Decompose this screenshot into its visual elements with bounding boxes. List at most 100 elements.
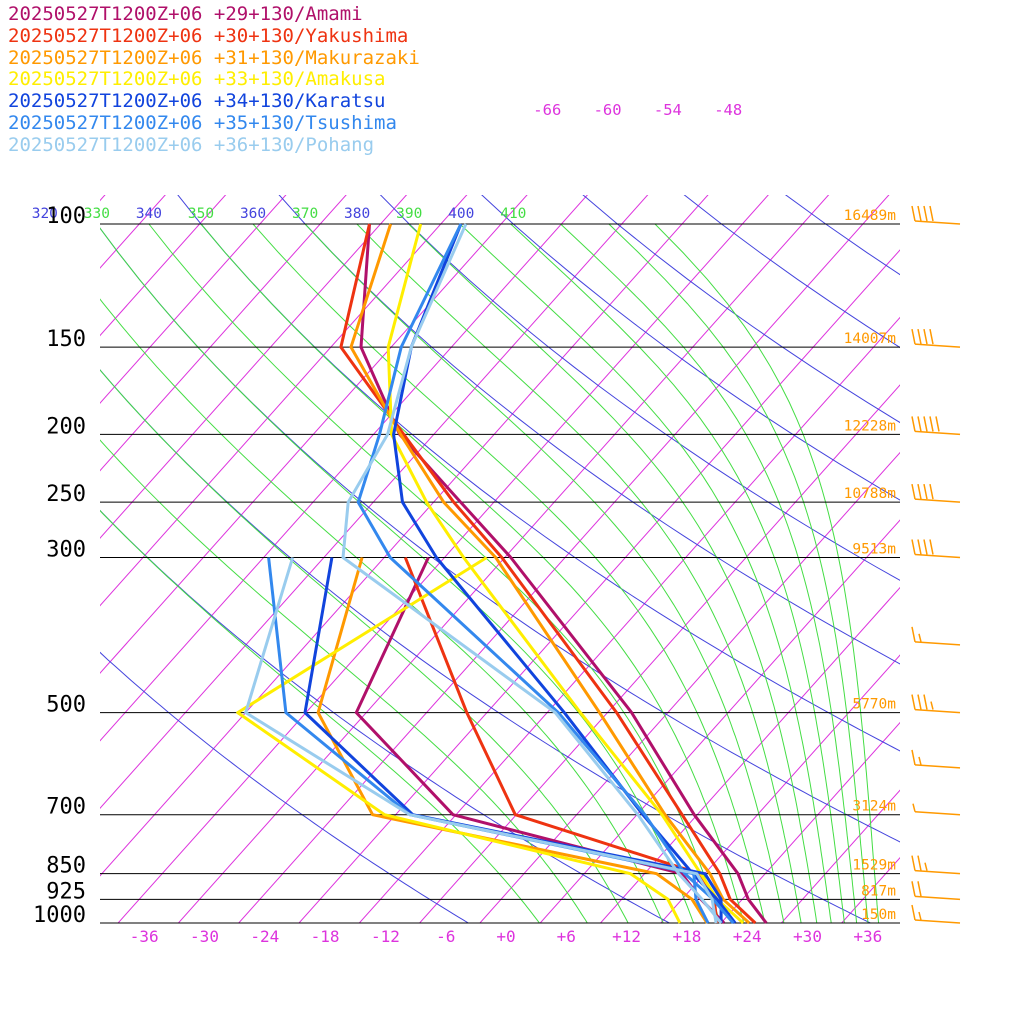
wind-barb-staff <box>914 869 961 875</box>
pressure-label: 150 <box>46 327 86 352</box>
wind-barb-flag <box>911 416 916 432</box>
temperature-tick-label: +30 <box>793 927 822 946</box>
wind-barb-flag <box>935 416 940 432</box>
pressure-label: 300 <box>46 538 86 563</box>
upper-isotherm-labels: -66 -60 -54 -48 <box>533 101 742 119</box>
legend-entry: 20250527T1200Z+06 +36+130/Pohang <box>8 133 375 156</box>
isotherm-line <box>100 195 227 337</box>
height-label: 12228m <box>844 418 897 434</box>
wind-barb <box>911 205 961 225</box>
wind-barb-staff <box>914 708 961 714</box>
pressure-label: 500 <box>46 693 86 718</box>
wind-barb-flag <box>911 749 916 766</box>
legend: 20250527T1200Z+06 +29+130/Amami 20250527T… <box>8 3 420 157</box>
theta-label: 350 <box>188 206 214 222</box>
pressure-label: 200 <box>46 414 86 439</box>
wind-barb-staff <box>914 895 961 901</box>
wind-barb-half-flag <box>930 701 934 710</box>
wind-barb-flag <box>917 328 922 345</box>
wind-barb <box>911 904 961 924</box>
dry-adiabat-line <box>100 509 671 923</box>
wind-barb-half-flag <box>918 911 922 921</box>
temperature-tick-label: -30 <box>190 927 219 946</box>
isotherm-line <box>100 195 287 404</box>
wind-barb-flag <box>911 694 916 710</box>
temperature-line <box>339 223 757 925</box>
height-label: 3124m <box>852 799 896 815</box>
moist-adiabat-line <box>356 223 802 923</box>
theta-labels: 0320330340350360370380390400410 <box>32 206 527 222</box>
isotherm-line <box>358 316 900 923</box>
wind-barb-staff <box>914 553 961 559</box>
wind-barbs <box>911 205 961 924</box>
theta-label: 390 <box>396 206 422 222</box>
pressure-label: 700 <box>46 795 86 820</box>
moist-adiabat-line <box>459 223 832 923</box>
temperature-tick-label: -24 <box>250 927 279 946</box>
wind-barb <box>911 484 961 503</box>
moist-adiabat-line <box>100 227 695 923</box>
dry-adiabat-line <box>481 195 900 501</box>
height-labels: 16489m 14007m 12228m 10788m 9513m 5770m 3124m 1… <box>844 208 897 923</box>
height-label: 817m <box>861 883 896 899</box>
pressure-label: 100 <box>46 204 86 229</box>
height-label: 1529m <box>852 858 896 874</box>
wind-barb-flag <box>929 539 934 555</box>
dewpoint-line <box>236 556 682 924</box>
temperature-tick-label: +24 <box>733 927 762 946</box>
isotherm-line <box>177 195 830 923</box>
moist-adiabat-line <box>148 223 721 923</box>
wind-barb <box>911 626 961 646</box>
wind-barb-half-flag <box>918 756 922 766</box>
isotherm-line <box>660 654 900 923</box>
legend-entry: 20250527T1200Z+06 +33+130/Amakusa <box>8 68 386 91</box>
wind-barb-staff <box>914 919 961 924</box>
pressure-label: 250 <box>46 482 86 507</box>
temperature-tick-label: +0 <box>496 927 515 946</box>
wind-barb-flag <box>911 626 916 642</box>
height-label: 16489m <box>844 208 897 224</box>
wind-barb-flag <box>917 484 922 500</box>
height-label: 150m <box>861 907 896 923</box>
wind-barb-flag <box>923 328 928 345</box>
theta-label: 340 <box>136 206 162 222</box>
isotherm-line <box>889 156 1024 938</box>
isotherm-line <box>100 195 588 742</box>
wind-barb <box>911 881 961 901</box>
isotherm-line <box>100 195 166 269</box>
legend-entry: 20250527T1200Z+06 +34+130/Karatsu <box>8 90 386 113</box>
dry-adiabat-line <box>177 195 900 752</box>
pressure-label: 1000 <box>33 903 86 928</box>
height-label: 5770m <box>852 697 896 713</box>
wind-barb-half-flag <box>924 862 928 871</box>
isotherm-line <box>539 519 900 923</box>
wind-barb-flag <box>929 484 934 500</box>
isotherm-line <box>418 384 900 923</box>
upper-isotherm-label: -54 <box>654 101 682 119</box>
pressure-label: 925 <box>46 879 86 904</box>
dewpoint-line <box>316 557 709 924</box>
wind-barb <box>911 855 961 875</box>
temperature-line <box>359 223 768 924</box>
wind-barb <box>911 694 961 714</box>
wind-barb-flag <box>911 904 916 921</box>
upper-isotherm-label: -66 <box>533 101 561 119</box>
isotherm-line <box>100 195 468 607</box>
wind-barb-staff <box>914 641 961 646</box>
dry-adiabat-line <box>100 227 900 843</box>
moist-adiabat-line <box>100 369 629 923</box>
legend-entry: 20250527T1200Z+06 +29+130/Amami <box>8 3 363 25</box>
moist-adiabat-line <box>408 223 818 923</box>
wind-barb-flag <box>929 205 934 222</box>
legend-entry: 20250527T1200Z+06 +31+130/Makurazaki <box>8 46 420 69</box>
moist-adiabat-line <box>100 509 541 923</box>
theta-label: 360 <box>240 206 266 222</box>
isotherm-line <box>780 789 900 923</box>
temperature-tick-label: +36 <box>853 927 882 946</box>
temperature-tick-label: -6 <box>436 927 455 946</box>
pressure-label: 850 <box>46 854 86 879</box>
wind-barb <box>911 539 961 559</box>
legend-entry: 20250527T1200Z+06 +30+130/Yakushima <box>8 24 409 47</box>
moist-adiabat-line <box>252 223 766 923</box>
